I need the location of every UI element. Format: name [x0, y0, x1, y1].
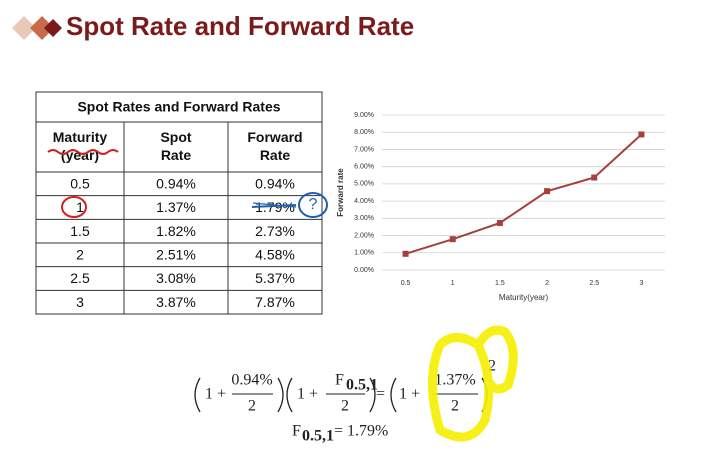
table-cell: 1.37% [156, 199, 196, 215]
table: Spot Rates and Forward Rates Maturity (yea… [35, 91, 323, 315]
formula-term: F [335, 372, 344, 389]
y-tick-label: 6.00% [354, 164, 374, 171]
table-cell: 4.58% [255, 247, 295, 263]
x-tick-label: 1 [451, 280, 455, 287]
point [591, 174, 598, 181]
table-title: Spot Rates and Forward Rates [77, 99, 280, 115]
title-icon [12, 16, 62, 40]
formula-term: = [376, 386, 385, 403]
column-header: Forward Rate [247, 129, 302, 163]
y-tick-label: 9.00% [354, 112, 374, 119]
table-cell: 2 [76, 247, 84, 263]
highlight [428, 325, 518, 442]
formula-term: 2 [248, 398, 256, 415]
formula-term: 1 + [205, 386, 226, 403]
formula-term: 2 [488, 358, 496, 375]
table-cell: 1.5 [70, 223, 90, 239]
y-tick-label: 2.00% [354, 232, 374, 239]
table-cell: 2.5 [70, 270, 90, 286]
formula-term: 2 [451, 398, 459, 415]
table-cell: 0.94% [156, 176, 196, 192]
series-line [405, 133, 643, 255]
table-cell: 3.87% [156, 294, 196, 310]
y-tick-label: 7.00% [354, 146, 374, 153]
y-tick-label: 3.00% [354, 215, 374, 222]
column-header: Spot Rate [160, 129, 191, 163]
table-cell: 0.5 [70, 176, 90, 192]
table-cell: 3.08% [156, 270, 196, 286]
annotation: ? [309, 196, 318, 213]
formula-term: 1.37% [434, 372, 475, 389]
formula-term: 1 + [399, 386, 420, 403]
table-cell: 1.82% [156, 223, 196, 239]
formula: 1 +0.94%21 +F 0.5,12= 1 +1.37%22F 0.5,1 = 1.… [194, 358, 496, 445]
point [638, 131, 645, 138]
slide-title: Spot Rate and Forward Rate [66, 11, 414, 41]
formula-result: 0.5,1 [302, 428, 334, 445]
formula-term: 0.94% [231, 372, 272, 389]
column-header: Maturity (year) [53, 129, 108, 163]
table-cell: 1.79% [255, 199, 295, 215]
formula-term: 2 [341, 398, 349, 415]
formula-result: = 1.79% [334, 423, 388, 440]
x-tick-label: 1.5 [495, 280, 505, 287]
table-cell: 5.37% [255, 270, 295, 286]
table-cell: 3 [76, 294, 84, 310]
y-tick-label: 4.00% [354, 198, 374, 205]
point [449, 236, 456, 243]
table-cell: 2.51% [156, 247, 196, 263]
point [496, 219, 503, 226]
point [544, 188, 551, 195]
chart: 0.00% 1.00% 2.00% 3.00% 4.00% 5.00% 6.00% 7.00%… [336, 112, 665, 302]
handwriting [47, 149, 328, 218]
table-cell: 0.94% [255, 176, 295, 192]
formula-term: 0.5,1 [346, 377, 378, 394]
point [402, 250, 409, 257]
table-cell: 2.73% [255, 223, 295, 239]
y-tick-label: 0.00% [354, 267, 374, 274]
x-tick-label: 2.5 [589, 280, 599, 287]
x-axis-title: Maturity(year) [499, 293, 549, 302]
formula-term: 1 + [297, 386, 318, 403]
x-tick-label: 2 [545, 280, 549, 287]
x-tick-label: 0.5 [401, 280, 411, 287]
y-tick-label: 8.00% [354, 129, 374, 136]
table-cell: 1 [76, 199, 84, 215]
formula-result: F [292, 423, 301, 440]
y-tick-label: 5.00% [354, 181, 374, 188]
y-axis-title: Forward rate [336, 168, 345, 217]
y-tick-label: 1.00% [354, 250, 374, 257]
table-cell: 7.87% [255, 294, 295, 310]
x-tick-label: 3 [639, 280, 643, 287]
